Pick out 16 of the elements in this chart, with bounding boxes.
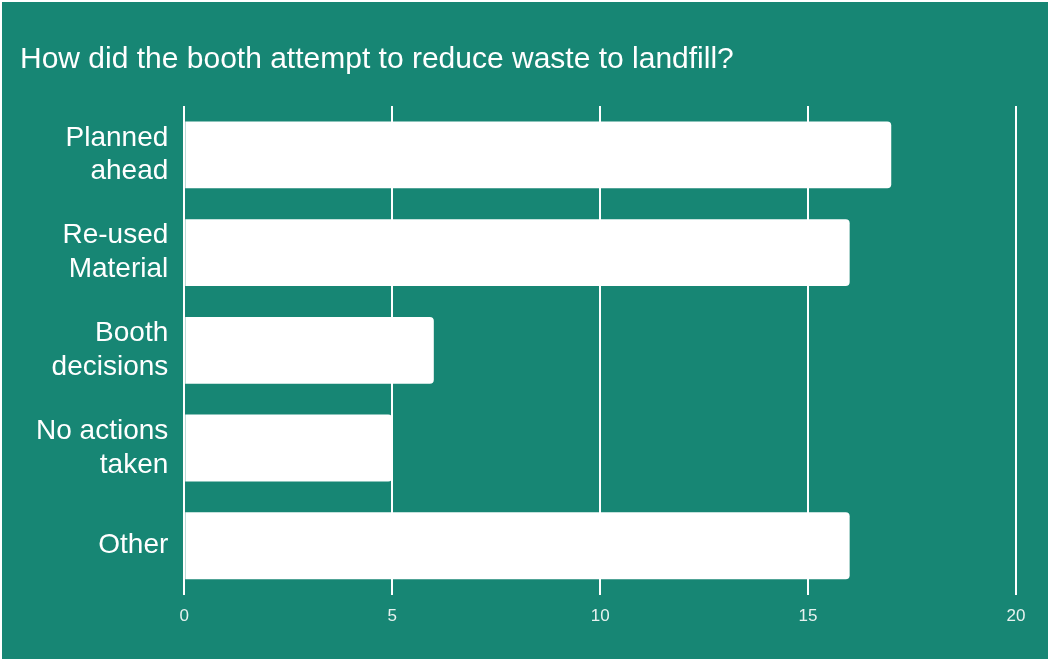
bar [185,219,850,286]
y-tick-label: Other [98,528,169,560]
x-tick-label: 5 [387,606,397,626]
x-tick-label: 0 [179,606,190,626]
bar [185,414,393,482]
y-tick-label: Booth decisions [51,316,169,381]
bar [185,512,850,580]
y-tick-label: No actions taken [35,413,169,479]
x-tick-label: 15 [798,606,818,626]
chart-title: How did the booth attempt to reduce waste to landfill? [20,41,734,75]
bar [185,121,892,189]
x-tick-label: 10 [590,606,610,626]
x-tick-label: 20 [1006,606,1026,626]
y-tick-label: Re-used Material [62,218,169,284]
bar [185,316,434,384]
y-tick-label: Planned ahead [65,120,169,186]
